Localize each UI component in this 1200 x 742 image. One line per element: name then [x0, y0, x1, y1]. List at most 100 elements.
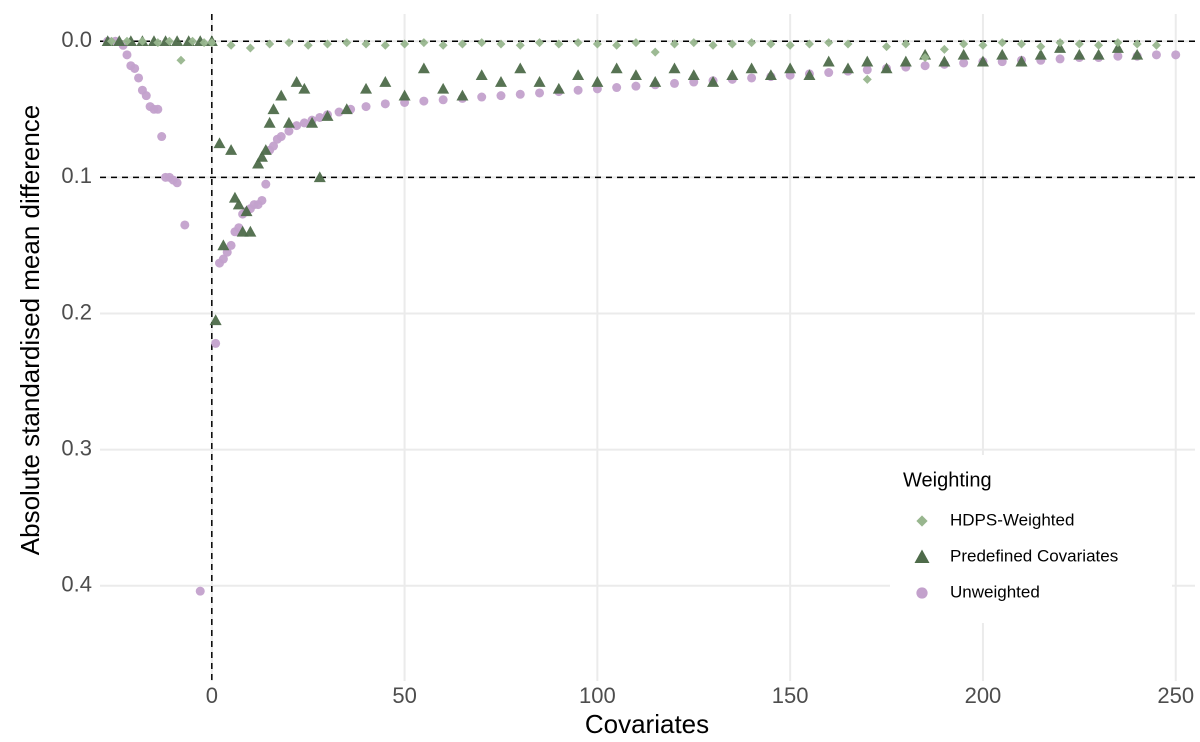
point [299, 118, 309, 128]
point [284, 38, 294, 48]
point [1055, 38, 1065, 48]
point [477, 38, 487, 48]
point [122, 50, 132, 60]
point [496, 39, 506, 49]
point [172, 178, 182, 188]
y-tick-label: 0.2 [61, 299, 92, 324]
point [514, 62, 527, 74]
point [804, 39, 814, 49]
point [631, 38, 641, 48]
legend-title: Weighting [903, 469, 992, 491]
point [137, 36, 147, 46]
point [572, 69, 585, 81]
reference-lines [100, 14, 1195, 681]
point [306, 116, 319, 128]
point [211, 338, 221, 348]
point [959, 39, 969, 49]
point [1094, 40, 1104, 50]
point [957, 48, 970, 60]
point [1054, 42, 1067, 53]
point [494, 76, 507, 87]
point [245, 43, 255, 53]
point [687, 69, 700, 81]
point [649, 76, 662, 87]
point [164, 36, 174, 46]
point [861, 55, 874, 67]
point [669, 39, 679, 49]
point [267, 103, 280, 115]
point [631, 81, 641, 91]
point [438, 40, 448, 50]
point [380, 99, 390, 109]
point [252, 157, 265, 169]
point [1113, 38, 1123, 48]
point [275, 89, 288, 101]
point [322, 39, 332, 49]
point [591, 76, 604, 87]
y-axis-title: Absolute standardised mean difference [15, 105, 45, 555]
point [213, 137, 226, 149]
point [784, 62, 797, 74]
point [171, 35, 184, 47]
point [153, 38, 163, 48]
point [707, 76, 720, 87]
point [240, 205, 253, 217]
point [282, 116, 295, 128]
point [113, 35, 126, 47]
y-tick-label: 0.3 [61, 435, 92, 460]
point [457, 39, 467, 49]
x-tick-label: 250 [1157, 683, 1194, 708]
point [496, 91, 506, 101]
point [225, 144, 238, 155]
point [361, 102, 371, 112]
point [610, 62, 623, 74]
legend-label: Unweighted [950, 582, 1040, 601]
point [265, 39, 275, 49]
point [650, 47, 660, 57]
point [438, 95, 448, 105]
point [1151, 40, 1161, 50]
point [629, 69, 642, 81]
point [669, 78, 679, 88]
point [824, 38, 834, 48]
point [292, 121, 302, 131]
point [573, 38, 583, 48]
point [1074, 39, 1084, 49]
point [976, 55, 989, 67]
point [398, 89, 411, 101]
point [176, 55, 186, 65]
point [1151, 50, 1161, 60]
point [298, 82, 311, 94]
x-tick-label: 200 [965, 683, 1002, 708]
point [380, 40, 390, 50]
point [226, 40, 236, 50]
x-axis-title: Covariates [585, 709, 709, 739]
point [747, 38, 757, 48]
point [315, 112, 325, 122]
point [978, 40, 988, 50]
point [1131, 48, 1144, 60]
point [1111, 42, 1124, 53]
point [612, 83, 622, 93]
point [803, 69, 816, 81]
point [959, 58, 969, 68]
legend-marker [914, 549, 930, 563]
point [259, 144, 272, 155]
point [199, 38, 209, 48]
point [217, 239, 230, 251]
point [785, 40, 795, 50]
point [997, 38, 1007, 48]
point [554, 39, 564, 49]
point [552, 82, 565, 94]
point [745, 62, 758, 74]
point [226, 240, 236, 250]
point [668, 62, 681, 74]
point [207, 38, 217, 48]
point [612, 40, 622, 50]
point [321, 110, 334, 121]
point [747, 73, 757, 83]
point [228, 191, 241, 203]
point [899, 55, 912, 67]
point [134, 73, 144, 83]
point [1055, 54, 1065, 64]
